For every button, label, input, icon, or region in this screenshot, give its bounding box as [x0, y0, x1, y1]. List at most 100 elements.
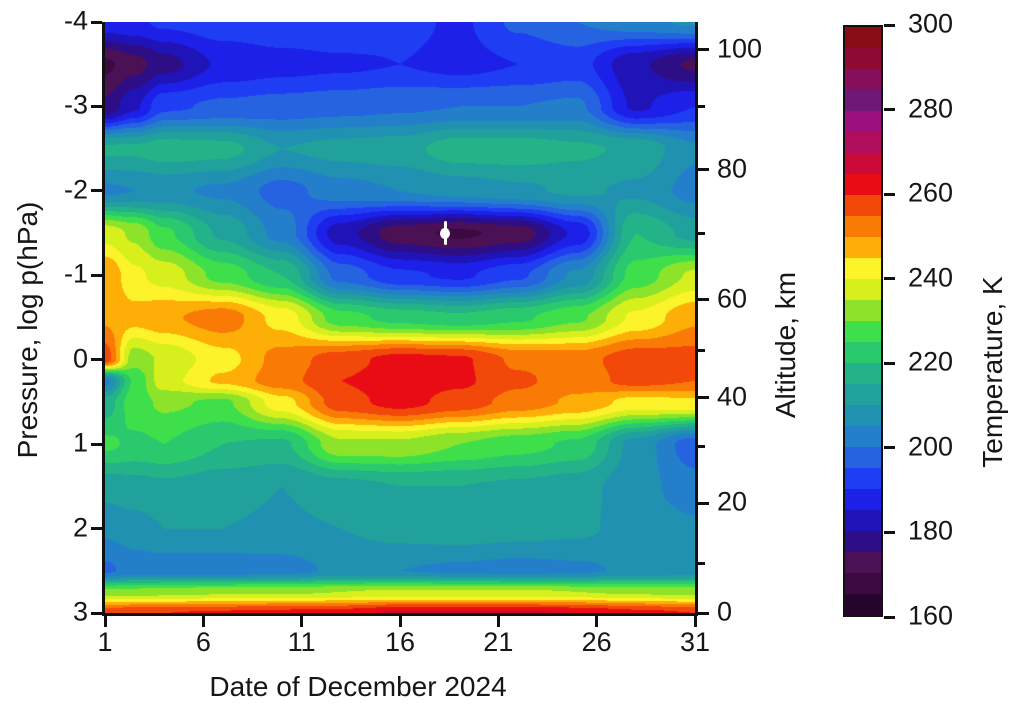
colorbar-band [845, 237, 881, 258]
colorbar-tick-label: 300 [908, 8, 954, 39]
y-left-axis-title: Pressure, log p(hPa) [12, 201, 43, 459]
colorbar-tick [884, 615, 895, 619]
colorbar-band [845, 216, 881, 237]
colorbar-tick [884, 108, 895, 112]
colorbar-band [845, 111, 881, 132]
x-axis-tick-label: 6 [195, 627, 211, 657]
colorbar-band [845, 489, 881, 510]
y-right-axis-tick-label: 40 [717, 381, 748, 412]
x-axis-tick [693, 616, 697, 627]
y-left-axis-tick [91, 442, 102, 446]
data-point-marker [440, 227, 451, 239]
colorbar-tick-label: 240 [908, 262, 954, 293]
colorbar-tick [884, 446, 895, 450]
colorbar-band [845, 405, 881, 426]
colorbar-band [845, 594, 881, 615]
x-axis-tick-label: 26 [581, 627, 612, 657]
colorbar-band [845, 468, 881, 489]
x-axis-tick-label: 16 [384, 627, 416, 657]
colorbar-tick [884, 361, 895, 365]
colorbar [843, 25, 883, 617]
colorbar-tick [884, 530, 895, 534]
colorbar-tick-label: 160 [908, 600, 954, 631]
colorbar-band [845, 153, 881, 174]
colorbar-band [845, 27, 881, 48]
colorbar-band [845, 195, 881, 216]
y-right-axis-tick-label: 20 [717, 486, 748, 517]
y-left-axis-tick [91, 20, 102, 24]
y-right-axis-tick [698, 168, 709, 172]
colorbar-band [845, 174, 881, 195]
colorbar-band [845, 90, 881, 111]
colorbar-band [845, 279, 881, 300]
colorbar-band [845, 258, 881, 279]
x-axis-tick [103, 616, 107, 627]
y-left-axis-tick [91, 189, 102, 193]
x-axis-tick [300, 616, 304, 627]
colorbar-tick-label: 220 [908, 346, 954, 377]
colorbar-band [845, 300, 881, 321]
y-right-axis-tick [698, 611, 709, 615]
colorbar-band [845, 363, 881, 384]
x-axis-tick [201, 616, 205, 627]
x-axis-tick [595, 616, 599, 627]
temperature-contour-field [105, 22, 695, 613]
y-left-axis-tick [91, 104, 102, 108]
x-axis-tick-label: 21 [483, 627, 514, 657]
colorbar-band [845, 447, 881, 468]
y-right-axis-tick-label: 80 [717, 153, 748, 184]
colorbar-band [845, 573, 881, 594]
y-left-axis-tick-label: -2 [63, 174, 88, 205]
colorbar-band [845, 384, 881, 405]
y-left-axis-tick-label: -4 [63, 5, 88, 36]
y-right-axis-minor-tick [698, 104, 705, 108]
bottom-axis-spine [102, 613, 698, 616]
y-right-axis-tick [698, 501, 709, 505]
y-right-axis-tick-label: 100 [717, 33, 763, 64]
left-axis-spine [102, 22, 105, 616]
y-right-axis-tick [698, 298, 709, 302]
colorbar-band [845, 342, 881, 363]
y-right-axis-title: Altitude, km [770, 271, 801, 419]
colorbar-tick-label: 280 [908, 93, 954, 124]
colorbar-band [845, 426, 881, 447]
colorbar-band [845, 552, 881, 573]
y-left-axis-tick-label: -1 [63, 258, 88, 289]
y-left-axis-tick-label: 1 [72, 427, 88, 458]
colorbar-band [845, 48, 881, 69]
y-right-axis-tick [698, 48, 709, 52]
x-axis-tick-label: 11 [287, 627, 316, 657]
x-axis-tick [398, 616, 402, 627]
y-right-axis-tick [698, 396, 709, 400]
y-right-axis-minor-tick [698, 348, 705, 352]
y-right-axis-tick-label: 0 [717, 596, 733, 627]
y-left-axis-tick [91, 273, 102, 277]
y-right-axis-minor-tick [698, 445, 705, 449]
y-left-axis-tick-label: 2 [72, 512, 88, 543]
y-right-axis-minor-tick [698, 231, 705, 235]
colorbar-tick [884, 277, 895, 281]
x-axis-tick-label: 1 [97, 627, 113, 657]
colorbar-band [845, 69, 881, 90]
x-axis-title: Date of December 2024 [209, 671, 507, 702]
y-left-axis-tick-label: 0 [72, 343, 88, 374]
y-right-axis-minor-tick [698, 561, 705, 565]
colorbar-tick-label: 180 [908, 515, 954, 546]
x-axis-tick-label: 31 [679, 627, 711, 657]
colorbar-title: Temperature, K [977, 276, 1008, 468]
colorbar-tick-label: 200 [908, 431, 954, 462]
y-left-axis-tick [91, 358, 102, 362]
colorbar-tick-label: 260 [908, 177, 954, 208]
x-axis-tick [496, 616, 500, 627]
y-left-axis-tick-label: -3 [63, 89, 88, 120]
colorbar-band [845, 531, 881, 552]
y-left-axis-tick [91, 527, 102, 531]
y-left-axis-tick-label: 3 [72, 596, 88, 627]
colorbar-band [845, 510, 881, 531]
colorbar-band [845, 132, 881, 153]
y-right-axis-tick-label: 60 [717, 283, 748, 314]
colorbar-band [845, 321, 881, 342]
y-left-axis-tick [91, 611, 102, 615]
right-axis-spine [695, 22, 698, 616]
